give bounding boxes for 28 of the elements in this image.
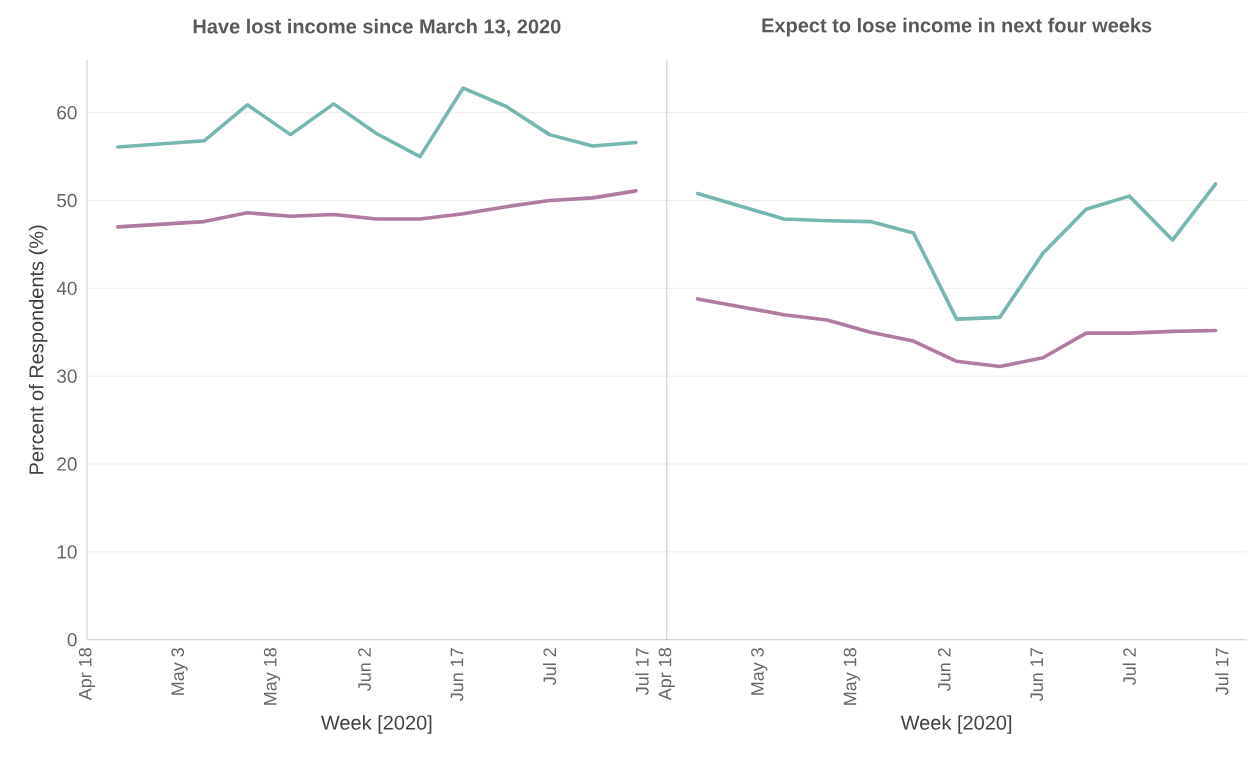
y-tick-label: 60 [57, 106, 77, 120]
line-series [116, 189, 638, 229]
x-axis-title: Week [2020] [900, 715, 1012, 734]
line-series [116, 86, 638, 159]
y-tick-label: 40 [56, 281, 77, 296]
x-axis-title: Week [2020] [321, 715, 432, 734]
chart-title: Have lost income since March 13, 2020 [193, 19, 561, 37]
x-tick-label: Jul 17 [1215, 648, 1229, 696]
x-tick-label: May 3 [751, 648, 768, 695]
x-tick-label: May 18 [843, 648, 860, 705]
y-tick-label: 20 [57, 457, 77, 471]
x-tick-label: Apr 18 [658, 648, 675, 701]
x-tick-label: Jul 17 [635, 648, 649, 696]
x-tick-label: May 3 [171, 648, 188, 695]
y-tick-label: 50 [57, 193, 77, 208]
x-tick-label: May 18 [263, 648, 281, 705]
chart-title: Expect to lose income in next four weeks [762, 17, 1152, 37]
x-tick-label: Jun 17 [450, 648, 464, 702]
x-tick-label: Apr 18 [78, 648, 96, 701]
x-tick-label: Jun 17 [1030, 648, 1044, 702]
y-tick-label: 10 [57, 545, 77, 559]
y-tick-label: 30 [57, 369, 77, 384]
y-axis-title: Percent of Respondents (%) [28, 225, 48, 474]
x-tick-label: Jul 2 [1122, 648, 1136, 686]
x-tick-label: Jul 2 [542, 648, 557, 686]
y-tick-label: 0 [67, 633, 77, 647]
x-tick-label: Jun 2 [937, 648, 951, 692]
x-tick-label: Jun 2 [358, 648, 371, 692]
